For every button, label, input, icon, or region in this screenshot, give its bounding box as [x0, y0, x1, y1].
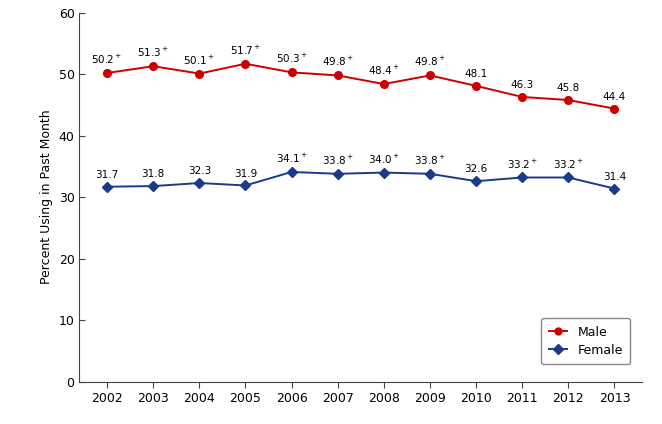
Male: [334, 73, 342, 78]
Text: 33.2$^+$: 33.2$^+$: [506, 157, 538, 170]
Text: 50.3$^+$: 50.3$^+$: [275, 52, 308, 65]
Female: [472, 179, 480, 184]
Line: Female: Female: [103, 168, 618, 192]
Female: [426, 171, 434, 176]
Male: [380, 81, 388, 86]
Female: [565, 175, 573, 180]
Female: [287, 170, 295, 175]
Male: [565, 98, 573, 103]
Male: [472, 84, 480, 89]
Male: [287, 70, 295, 75]
Line: Male: Male: [103, 60, 618, 112]
Female: [195, 181, 203, 186]
Text: 32.3: 32.3: [188, 166, 211, 176]
Text: 51.3$^+$: 51.3$^+$: [137, 46, 169, 59]
Male: [426, 73, 434, 78]
Female: [518, 175, 526, 180]
Female: [380, 170, 388, 175]
Male: [149, 64, 157, 69]
Text: 49.8$^+$: 49.8$^+$: [322, 56, 354, 69]
Text: 33.8$^+$: 33.8$^+$: [322, 154, 354, 167]
Female: [242, 183, 250, 188]
Text: 31.8: 31.8: [142, 169, 165, 179]
Text: 45.8: 45.8: [557, 83, 580, 93]
Text: 50.2$^+$: 50.2$^+$: [91, 53, 122, 66]
Legend: Male, Female: Male, Female: [541, 318, 630, 364]
Text: 32.6: 32.6: [465, 164, 488, 174]
Text: 31.4: 31.4: [603, 172, 626, 181]
Female: [149, 184, 157, 189]
Text: 48.4$^+$: 48.4$^+$: [368, 64, 400, 77]
Male: [610, 106, 618, 111]
Female: [610, 186, 618, 191]
Y-axis label: Percent Using in Past Month: Percent Using in Past Month: [40, 110, 53, 285]
Male: [518, 95, 526, 100]
Male: [103, 70, 111, 75]
Text: 34.0$^+$: 34.0$^+$: [368, 153, 400, 166]
Text: 33.2$^+$: 33.2$^+$: [553, 157, 584, 170]
Male: [195, 71, 203, 76]
Text: 48.1: 48.1: [465, 69, 488, 79]
Text: 44.4: 44.4: [603, 92, 626, 102]
Text: 49.8$^+$: 49.8$^+$: [414, 56, 446, 69]
Text: 31.9: 31.9: [234, 168, 257, 179]
Text: 31.7: 31.7: [95, 170, 118, 180]
Female: [334, 171, 342, 176]
Text: 50.1$^+$: 50.1$^+$: [183, 53, 215, 67]
Male: [242, 61, 250, 66]
Text: 33.8$^+$: 33.8$^+$: [414, 154, 446, 167]
Text: 34.1$^+$: 34.1$^+$: [275, 152, 308, 165]
Female: [103, 184, 111, 189]
Text: 51.7$^+$: 51.7$^+$: [230, 44, 261, 57]
Text: 46.3: 46.3: [510, 80, 534, 90]
